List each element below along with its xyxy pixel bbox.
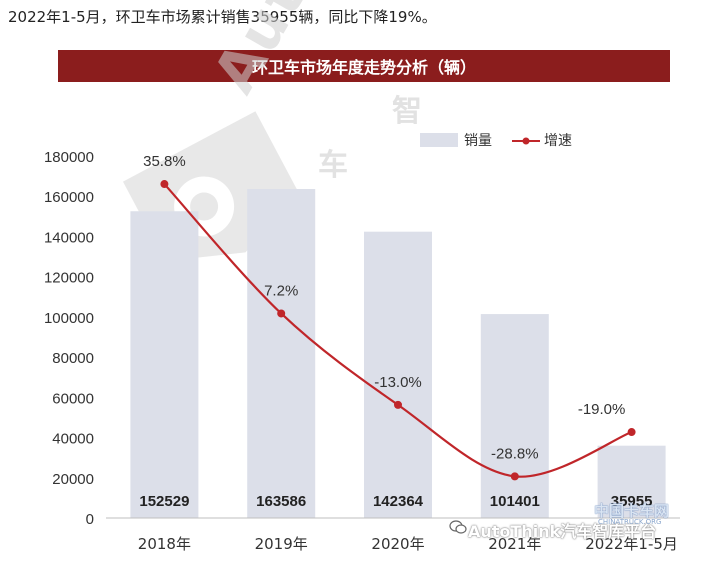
footer-watermark: AutoThink汽车智库平台 <box>468 522 657 541</box>
chinatruck-logo: 中国卡车网 <box>594 502 670 520</box>
growth-point <box>277 309 286 318</box>
y-tick-label: 20000 <box>52 471 94 488</box>
growth-line <box>163 183 632 478</box>
growth-point <box>510 472 519 481</box>
bar-value-label: 101401 <box>490 493 540 510</box>
bar <box>130 211 199 518</box>
growth-label: 35.8% <box>143 153 186 170</box>
x-tick-label: 2018年 <box>138 535 191 553</box>
chart-title: 环卫车市场年度走势分析（辆） <box>251 58 476 77</box>
bar-value-label: 163586 <box>256 493 306 510</box>
bar <box>247 189 316 518</box>
y-tick-label: 40000 <box>52 431 94 448</box>
growth-label: 7.2% <box>264 282 298 299</box>
y-tick-label: 140000 <box>44 229 94 246</box>
y-tick-label: 180000 <box>44 149 94 166</box>
legend-swatch-bar <box>420 133 458 147</box>
watermark-char-che: 车 <box>318 148 348 183</box>
x-tick-label: 2022年1-5月 <box>585 535 678 553</box>
x-tick-label: 2020年 <box>371 535 424 553</box>
bar <box>597 445 666 518</box>
x-tick-label: 2019年 <box>255 535 308 553</box>
watermark-char-zhi: 智 <box>392 94 422 129</box>
legend-label-bar: 销量 <box>464 133 492 149</box>
y-tick-label: 160000 <box>44 189 94 206</box>
intro-text: 2022年1-5月，环卫车市场累计销售35955辆，同比下降19%。 <box>8 8 437 26</box>
bar-value-label: 142364 <box>373 493 424 510</box>
legend-swatch-marker <box>522 137 530 145</box>
growth-label: -19.0% <box>578 401 626 418</box>
y-tick-label: 80000 <box>52 350 94 367</box>
growth-point <box>394 400 402 409</box>
bar <box>364 231 432 518</box>
growth-point <box>160 180 169 189</box>
growth-point <box>627 428 636 437</box>
x-tick-label: 2021年 <box>488 535 541 553</box>
bar-value-label: 152529 <box>139 493 189 510</box>
growth-label: -28.8% <box>491 445 539 462</box>
y-tick-label: 100000 <box>44 310 94 327</box>
bar-value-label: 35955 <box>611 493 653 510</box>
legend-label-line: 增速 <box>544 133 572 149</box>
y-tick-label: 60000 <box>52 390 94 407</box>
y-tick-label: 120000 <box>44 270 94 287</box>
bar <box>480 314 549 518</box>
growth-label: -13.0% <box>374 374 422 391</box>
chart-title-banner: 环卫车市场年度走势分析（辆） <box>58 50 670 82</box>
wechat-icon <box>449 520 467 534</box>
chinatruck-sub: CHINATRUCK.ORG <box>598 518 662 526</box>
y-tick-label: 0 <box>86 511 94 528</box>
